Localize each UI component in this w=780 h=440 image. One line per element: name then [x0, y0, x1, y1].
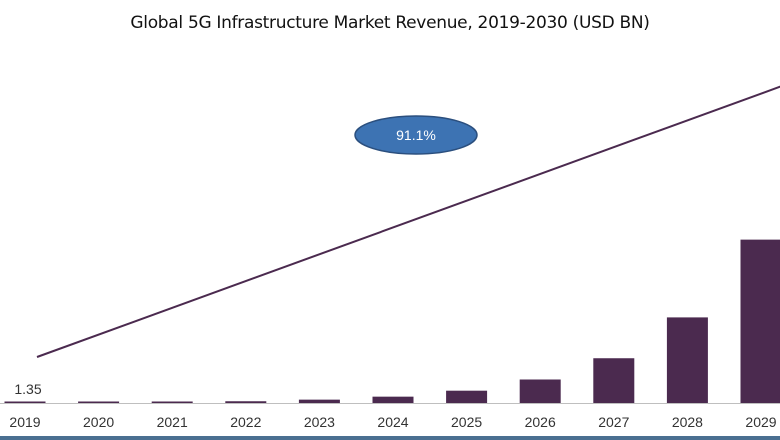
x-tick-2025: 2025	[451, 414, 482, 430]
bar-2023	[298, 399, 340, 403]
bar-2022	[225, 401, 267, 403]
bar-2021	[151, 401, 193, 403]
x-tick-2029: 2029	[745, 414, 776, 430]
cagr-ellipse	[354, 115, 478, 155]
x-tick-2028: 2028	[672, 414, 703, 430]
x-tick-2021: 2021	[157, 414, 188, 430]
cagr-label: 91.1%	[396, 127, 436, 143]
trend-line	[36, 85, 780, 358]
x-tick-2022: 2022	[230, 414, 261, 430]
bar-2019	[4, 401, 46, 403]
x-tick-2023: 2023	[304, 414, 335, 430]
x-tick-2027: 2027	[598, 414, 629, 430]
bar-2029	[740, 239, 780, 403]
bar-2024	[372, 396, 414, 403]
data-label-2019: 1.35	[14, 381, 41, 397]
chart-title: Global 5G Infrastructure Market Revenue,…	[130, 13, 650, 33]
bar-2025	[446, 390, 488, 403]
bar-2026	[519, 379, 561, 403]
x-tick-2019: 2019	[9, 414, 40, 430]
bar-2027	[593, 358, 635, 403]
x-tick-2026: 2026	[525, 414, 556, 430]
bottom-border	[0, 436, 780, 440]
bar-2028	[666, 317, 708, 403]
bar-2020	[78, 401, 120, 403]
x-tick-2020: 2020	[83, 414, 114, 430]
x-tick-2024: 2024	[377, 414, 408, 430]
